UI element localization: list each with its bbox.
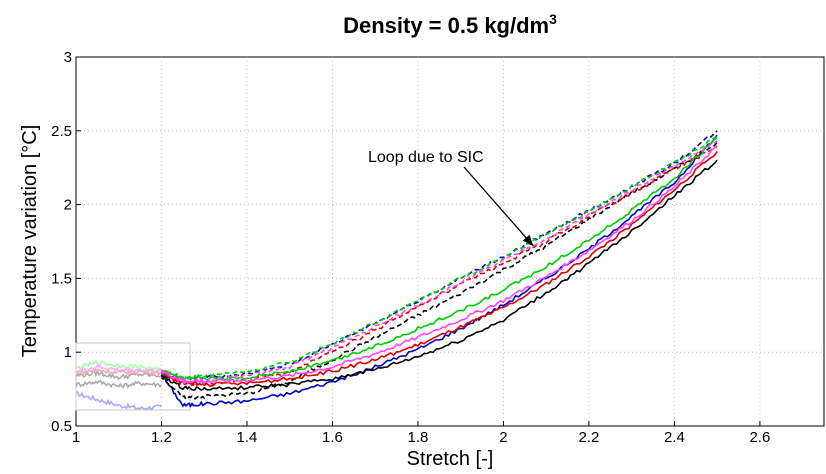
x-axis-label: Stretch [-]	[407, 448, 494, 470]
chart-title-superscript: 3	[549, 11, 557, 27]
faded-series-group	[75, 359, 163, 411]
y-tick-label: 2.5	[51, 123, 72, 140]
y-tick-label: 3	[64, 49, 72, 66]
faded-series-line	[75, 368, 162, 381]
x-tick-label: 2	[499, 429, 507, 446]
y-axis-label: Temperature variation [°C]	[19, 125, 41, 358]
series-line	[160, 135, 718, 380]
series-line	[161, 140, 718, 385]
series-line	[160, 146, 718, 387]
y-tick-label: 2	[64, 197, 72, 214]
plot-background	[75, 56, 825, 427]
chart-title: Density = 0.5 kg/dm3	[343, 11, 557, 38]
x-tick-label: 2.2	[578, 429, 599, 446]
faded-series-line	[75, 391, 163, 411]
chart-title-text: Density = 0.5 kg/dm	[343, 13, 549, 38]
faded-series-line	[75, 379, 163, 389]
x-tick-label: 1.4	[237, 429, 258, 446]
series-group	[160, 130, 718, 408]
y-tick-label: 1.5	[51, 270, 72, 287]
x-tick-label: 2.6	[749, 429, 770, 446]
annotation-arrow-head	[522, 234, 534, 246]
x-tick-label: 1	[72, 429, 80, 446]
x-tick-label: 1.2	[151, 429, 172, 446]
annotation: Loop due to SIC	[368, 149, 534, 247]
series-line	[160, 137, 718, 383]
annotation-text: Loop due to SIC	[368, 149, 484, 166]
plot-area: 1 1.2 1.4 1.6 1.8 2 2.2 2.4 2.60.511.522.53	[51, 49, 825, 446]
axis-ticks: 1 1.2 1.4 1.6 1.8 2 2.2 2.4 2.60.511.522.53	[51, 49, 770, 446]
x-tick-label: 1.6	[322, 429, 343, 446]
y-tick-label: 1	[64, 344, 72, 361]
series-line	[161, 144, 718, 385]
faded-series-line	[75, 363, 163, 375]
series-line	[160, 142, 718, 401]
svg-text:Density = 0.5 kg/dm3: Density = 0.5 kg/dm3	[343, 11, 557, 38]
faded-region-box	[75, 342, 191, 411]
x-tick-label: 2.4	[664, 429, 685, 446]
series-line	[160, 159, 718, 392]
x-tick-label: 1.8	[408, 429, 429, 446]
annotation-arrow-line	[463, 166, 534, 247]
faded-series-line	[75, 359, 163, 373]
series-line	[160, 134, 718, 408]
y-tick-label: 0.5	[51, 418, 72, 435]
